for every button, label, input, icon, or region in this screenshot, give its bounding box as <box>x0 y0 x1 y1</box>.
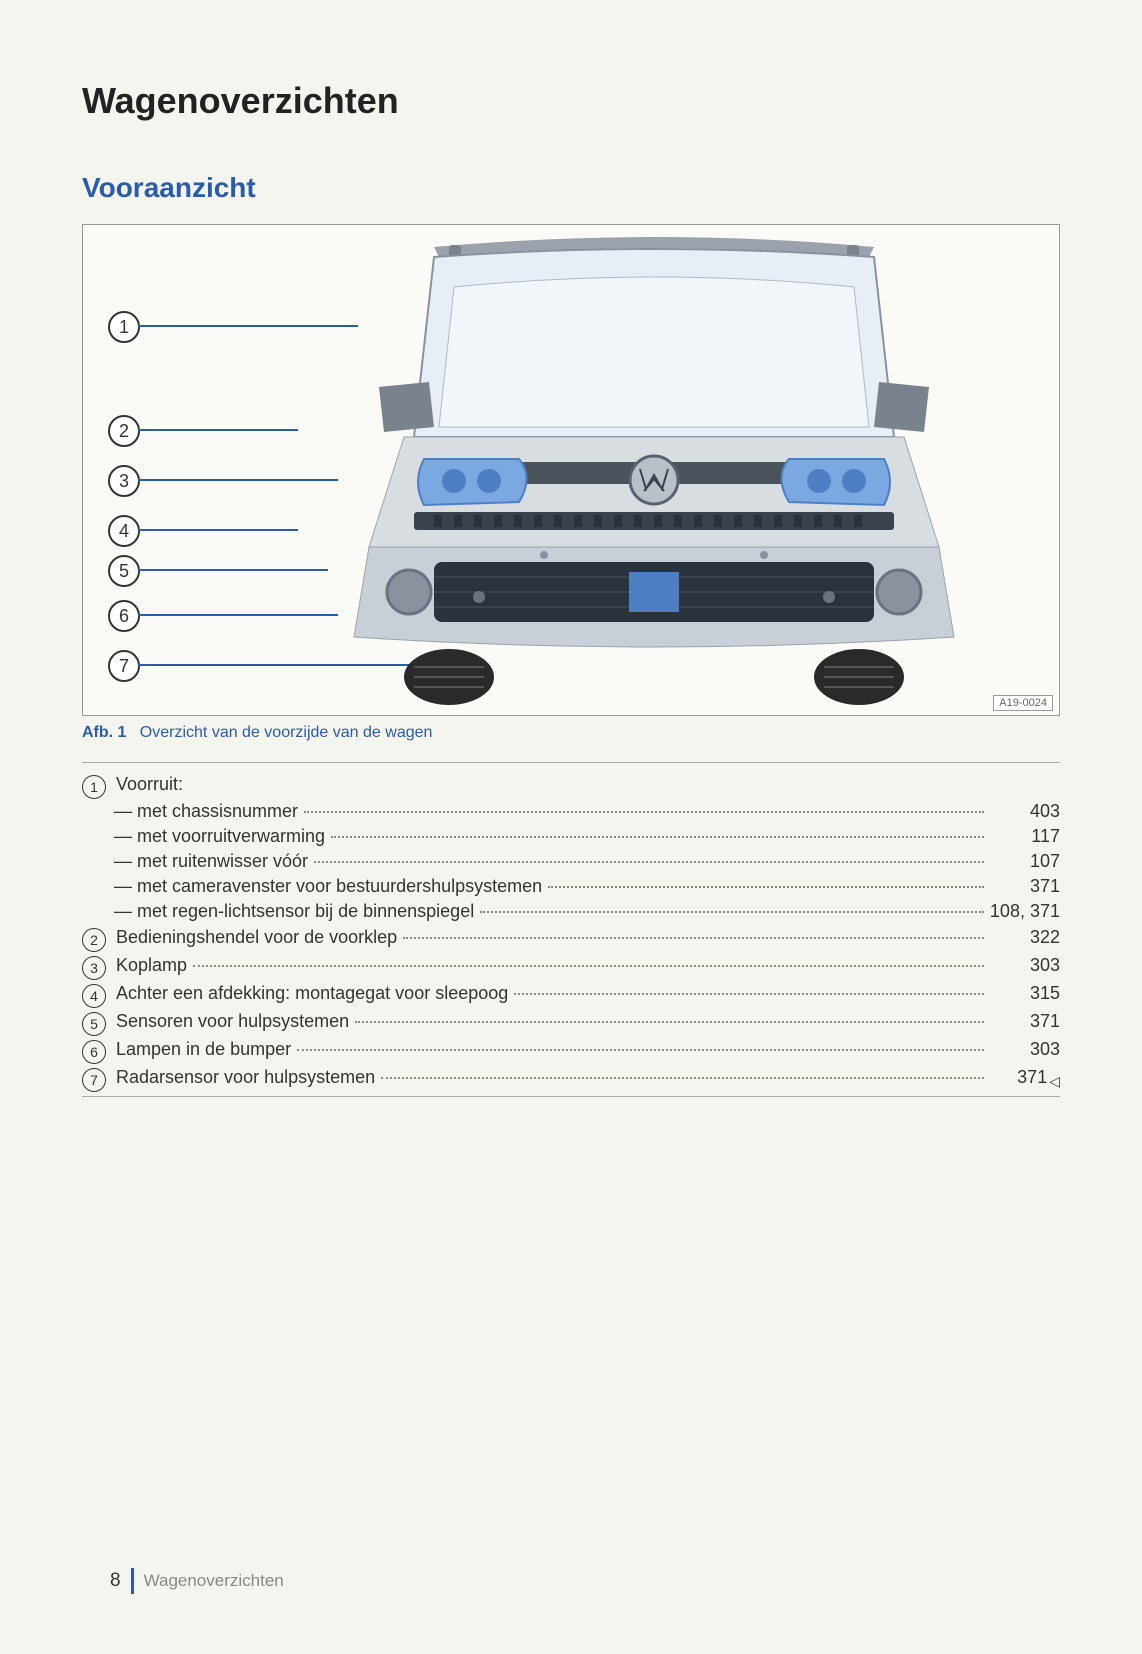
callout-7: 7 <box>108 650 140 682</box>
callout-3: 3 <box>108 465 140 497</box>
figure-caption-prefix: Afb. 1 <box>82 724 126 741</box>
index-entry: 7 Radarsensor voor hulpsystemen 371◁ <box>82 1066 1060 1090</box>
figure-id: A19-0024 <box>993 695 1053 711</box>
index-number: 5 <box>82 1012 106 1036</box>
index-page: 371 <box>990 1011 1060 1032</box>
index-label: Sensoren voor hulpsystemen <box>116 1011 349 1032</box>
callout-2: 2 <box>108 415 140 447</box>
callout-6: 6 <box>108 600 140 632</box>
index-label: Lampen in de bumper <box>116 1039 291 1060</box>
index-number: 2 <box>82 928 106 952</box>
index-label: Achter een afdekking: montagegat voor sl… <box>116 983 508 1004</box>
index-dots <box>480 911 984 913</box>
index-number: 1 <box>82 775 106 799</box>
index-entry: 2 Bedieningshendel voor de voorklep 322 <box>82 926 1060 950</box>
index-page: 315 <box>990 983 1060 1004</box>
index-label: — met ruitenwisser vóór <box>114 851 308 872</box>
index-label: — met regen-lichtsensor bij de binnenspi… <box>114 901 474 922</box>
index-page: 371◁ <box>990 1067 1060 1088</box>
index-label: Voorruit: <box>116 774 183 795</box>
index-dots <box>403 937 984 939</box>
section-title: Vooraanzicht <box>82 172 1060 204</box>
figure-caption-text: Overzicht van de voorzijde van de wagen <box>140 724 433 741</box>
callout-4: 4 <box>108 515 140 547</box>
index-number: 6 <box>82 1040 106 1064</box>
index-entry: 1 Voorruit: <box>82 773 1060 797</box>
index-dots <box>193 965 984 967</box>
index-label: Radarsensor voor hulpsystemen <box>116 1067 375 1088</box>
index-dots <box>314 861 984 863</box>
callout-5: 5 <box>108 555 140 587</box>
index-label: — met chassisnummer <box>114 801 298 822</box>
index-entry: — met regen-lichtsensor bij de binnenspi… <box>82 901 1060 922</box>
index-number: 3 <box>82 956 106 980</box>
index-entry: — met ruitenwisser vóór 107 <box>82 851 1060 872</box>
index-page: 108, 371 <box>990 901 1060 922</box>
index-label: Koplamp <box>116 955 187 976</box>
index-dots <box>304 811 984 813</box>
footer-section: Wagenoverzichten <box>144 1571 284 1591</box>
footer-bar <box>131 1568 134 1594</box>
end-marker-icon: ◁ <box>1049 1073 1060 1089</box>
index-dots <box>548 886 984 888</box>
index-dots <box>355 1021 984 1023</box>
index-entry: 6 Lampen in de bumper 303 <box>82 1038 1060 1062</box>
index-entry: 4 Achter een afdekking: montagegat voor s… <box>82 982 1060 1006</box>
index-label: Bedieningshendel voor de voorklep <box>116 927 397 948</box>
callout-line-4 <box>138 529 298 531</box>
index-dots <box>331 836 984 838</box>
index-number: 7 <box>82 1068 106 1092</box>
page-title: Wagenoverzichten <box>82 80 1060 122</box>
index-dots <box>297 1049 984 1051</box>
index-list: 1 Voorruit: — met chassisnummer 403 — met vo… <box>82 773 1060 1090</box>
page-number: 8 <box>110 1570 121 1592</box>
figure-caption: Afb. 1 Overzicht van de voorzijde van de… <box>82 724 1060 742</box>
index-entry: — met cameravenster voor bestuurdershulp… <box>82 876 1060 897</box>
index-dots <box>514 993 984 995</box>
index-entry: 5 Sensoren voor hulpsystemen 371 <box>82 1010 1060 1034</box>
vehicle-illustration <box>284 227 1024 707</box>
index-entry: — met voorruitverwarming 117 <box>82 826 1060 847</box>
index-entry: 3 Koplamp 303 <box>82 954 1060 978</box>
index-page: 303 <box>990 1039 1060 1060</box>
index-page: 371 <box>990 876 1060 897</box>
callout-1: 1 <box>108 311 140 343</box>
figure-container: 1 2 3 4 5 6 7 <box>82 224 1060 716</box>
index-page: 303 <box>990 955 1060 976</box>
separator <box>82 1096 1060 1097</box>
index-page: 322 <box>990 927 1060 948</box>
index-dots <box>381 1077 984 1079</box>
index-page: 403 <box>990 801 1060 822</box>
index-label: — met cameravenster voor bestuurdershulp… <box>114 876 542 897</box>
index-label: — met voorruitverwarming <box>114 826 325 847</box>
index-entry: — met chassisnummer 403 <box>82 801 1060 822</box>
index-number: 4 <box>82 984 106 1008</box>
separator <box>82 762 1060 763</box>
page-footer: 8 Wagenoverzichten <box>110 1568 284 1594</box>
index-page: 117 <box>990 826 1060 847</box>
callout-line-2 <box>138 429 298 431</box>
index-page: 107 <box>990 851 1060 872</box>
